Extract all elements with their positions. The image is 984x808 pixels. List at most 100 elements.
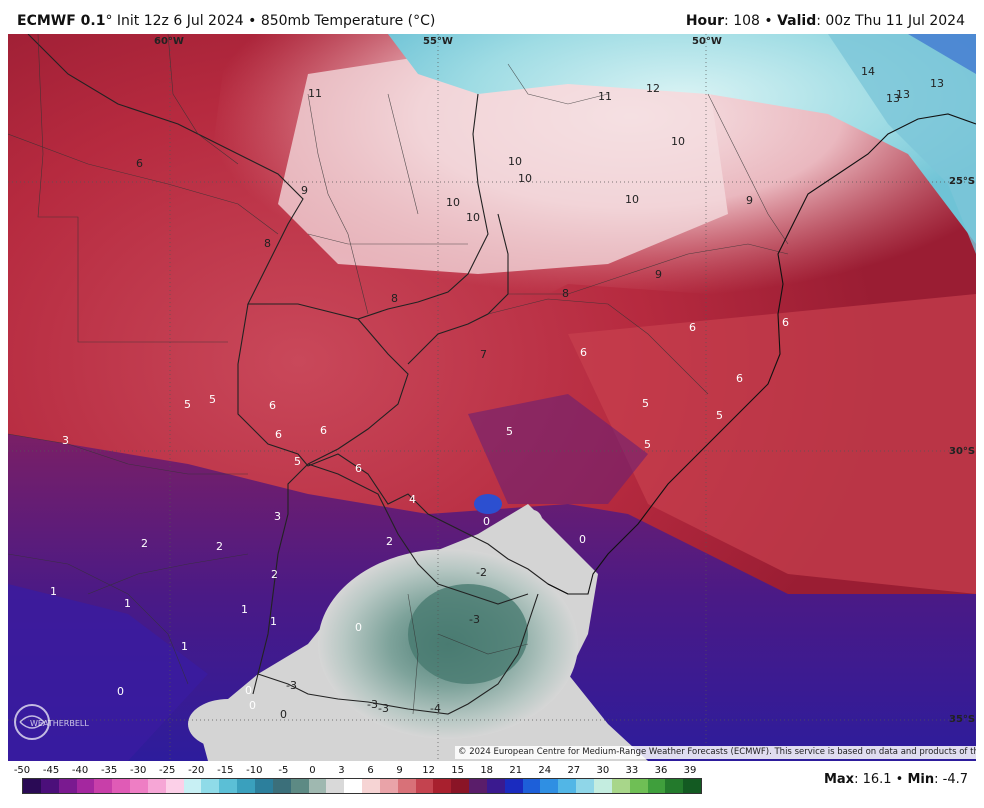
grey-sw [188, 699, 268, 749]
colorbar-swatch [629, 779, 648, 793]
colorbar-swatch [379, 779, 398, 793]
contour-label: 1 [50, 585, 57, 598]
colorbar-tick: 0 [309, 765, 316, 776]
contour-label: 0 [483, 515, 490, 528]
colorbar-swatch [558, 779, 577, 793]
purple-tongue [468, 394, 648, 504]
colorbar-tick: 27 [567, 765, 581, 776]
coastline [547, 113, 976, 595]
cold-corner-ne [908, 34, 976, 74]
lat-lon-grid [8, 34, 976, 761]
contour-label: 0 [579, 533, 586, 546]
max-min-stats: Max: 16.1 • Min: -4.7 [824, 772, 968, 787]
contour-label: -3 [286, 679, 297, 692]
contour-label: 1 [270, 615, 277, 628]
colorbar-tick: -10 [246, 765, 263, 776]
contour-label: -3 [367, 698, 378, 711]
colorbar-tick: -5 [278, 765, 289, 776]
contour-label: 2 [271, 568, 278, 581]
colorbar-tick: -15 [217, 765, 234, 776]
colorbar-swatch [254, 779, 273, 793]
colorbar-swatch [272, 779, 291, 793]
contour-label: 6 [689, 321, 696, 334]
contour-label: 8 [562, 287, 569, 300]
contour-label: 2 [216, 540, 223, 553]
contour-label: 13 [886, 92, 900, 105]
colorbar-tick: 9 [396, 765, 403, 776]
colorbar-swatch [611, 779, 630, 793]
max-label: Max [823, 772, 855, 787]
colorbar-swatch [94, 779, 113, 793]
contour-label: 5 [642, 397, 649, 410]
colorbar-swatch [23, 779, 41, 793]
contour-label: 3 [274, 510, 281, 523]
contour-label: 8 [391, 292, 398, 305]
contour-label: 9 [655, 268, 662, 281]
contour-label: 5 [184, 398, 191, 411]
contour-label: 11 [598, 90, 612, 103]
contour-label: 10 [466, 211, 480, 224]
colorbar-swatch [362, 779, 380, 793]
colorbar-tick: -25 [159, 765, 176, 776]
colorbar-swatch [290, 779, 309, 793]
cool-blue-field [828, 34, 976, 254]
colorbar-swatch [576, 779, 594, 793]
contour-label: 13 [930, 77, 944, 90]
lat-label-25s: 25°S [949, 176, 975, 187]
lon-label-50w: 50°W [692, 36, 722, 47]
contour-label: 5 [644, 438, 651, 451]
colorbar-swatch [183, 779, 202, 793]
colorbar-swatch [504, 779, 523, 793]
colorbar-swatch [415, 779, 434, 793]
model-name: ECMWF 0.1 [17, 13, 106, 29]
hour-value: : 108 • [724, 13, 778, 29]
blue-blob [474, 494, 502, 514]
contour-label: 6 [320, 424, 327, 437]
colorbar-swatch [397, 779, 416, 793]
lon-label-55w: 55°W [423, 36, 453, 47]
contour-label: 13 [896, 88, 910, 101]
contour-label: 9 [301, 184, 308, 197]
colorbar-swatch [308, 779, 327, 793]
init-text: ° Init 12z 6 Jul 2024 • 850mb Temperatur… [105, 13, 436, 29]
valid-label: Valid [777, 13, 817, 29]
colorbar-swatch [147, 779, 166, 793]
colorbar: -50 -45 -40 -35 -30 -25 -20 -15 -10 -5 0 3 6 9 12 15 18 2… [0, 760, 984, 808]
colorbar-tick: 15 [451, 765, 465, 776]
colorbar-swatch [647, 779, 666, 793]
contour-label: 6 [782, 316, 789, 329]
contour-label: 10 [671, 135, 685, 148]
colorbar-swatch [522, 779, 541, 793]
contour-label: 2 [386, 535, 393, 548]
colorbar-tick: -50 [13, 765, 31, 776]
contour-label: 9 [746, 194, 753, 207]
hour-label: Hour [685, 13, 725, 29]
contour-label: 6 [136, 157, 143, 170]
cool-cyan-field [388, 34, 976, 244]
temperature-map[interactable]: 60°W 55°W 50°W 25°S 30°S 35°S 11 11121413… [8, 34, 976, 761]
contour-label: 5 [294, 455, 301, 468]
colorbar-tick: 36 [654, 765, 668, 776]
colorbar-swatch [40, 779, 59, 793]
lat-label-30s: 30°S [949, 446, 975, 457]
contour-label: 8 [264, 237, 271, 250]
contour-label: 3 [62, 434, 69, 447]
colorbar-tick: 39 [683, 765, 697, 776]
min-label: Min [907, 772, 935, 787]
contour-label: 10 [446, 196, 460, 209]
colorbar-swatch [201, 779, 220, 793]
lat-label-35s: 35°S [949, 714, 975, 725]
contour-label: 7 [480, 348, 487, 361]
coldest-core [408, 584, 528, 684]
colorbar-tick: -40 [71, 765, 89, 776]
country-borders [27, 34, 569, 715]
contour-label: 5 [716, 409, 723, 422]
colorbar-tick: 6 [367, 765, 374, 776]
colorbar-swatch [344, 779, 363, 793]
contour-label: 10 [625, 193, 639, 206]
state-borders [8, 34, 789, 715]
contour-label: 10 [518, 172, 532, 185]
contour-label: 5 [209, 393, 216, 406]
header-title: ECMWF 0.1° Init 12z 6 Jul 2024 • 850mb T… [17, 13, 435, 29]
